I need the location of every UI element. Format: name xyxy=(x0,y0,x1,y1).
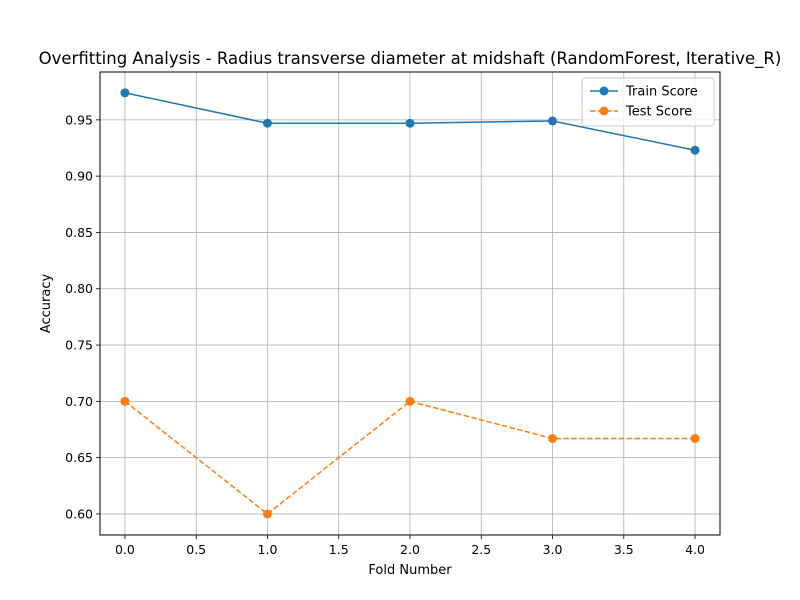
axis-ticks: 0.0 0.5 1.0 1.5 2.0 2.5 3.0 3.5 4.0 0.60 0.65 0.70 0… xyxy=(65,112,705,557)
x-tick-label: 2.5 xyxy=(471,542,491,557)
x-tick-label: 1.5 xyxy=(329,542,349,557)
legend-label-0: Train Score xyxy=(625,85,698,100)
legend-marker-0 xyxy=(599,86,609,96)
data-point xyxy=(690,145,700,155)
y-tick-label: 0.60 xyxy=(65,506,93,521)
data-point xyxy=(262,118,272,128)
chart-title: Overfitting Analysis - Radius transverse… xyxy=(39,49,782,69)
y-tick-label: 0.80 xyxy=(65,281,93,296)
x-tick-label: 4.0 xyxy=(685,542,705,557)
x-tick-label: 3.0 xyxy=(543,542,563,557)
x-tick-label: 0.0 xyxy=(115,542,135,557)
series-line-1 xyxy=(124,400,696,515)
legend-label-1: Test Score xyxy=(625,105,692,120)
y-tick-label: 0.90 xyxy=(65,169,93,184)
data-point xyxy=(548,116,558,126)
x-tick-label: 3.5 xyxy=(614,542,634,557)
data-point xyxy=(262,509,272,519)
data-series xyxy=(120,88,700,519)
x-axis-label: Fold Number xyxy=(368,563,452,578)
y-tick-label: 0.70 xyxy=(65,394,93,409)
data-point xyxy=(120,88,130,98)
x-tick-label: 0.5 xyxy=(186,542,206,557)
y-tick-label: 0.95 xyxy=(65,112,93,127)
chart-legend: Train Score Test Score xyxy=(581,77,715,127)
x-tick-label: 1.0 xyxy=(258,542,278,557)
y-axis-label: Accuracy xyxy=(39,274,54,334)
y-tick-label: 0.75 xyxy=(65,338,93,353)
legend-marker-1 xyxy=(599,106,609,116)
x-tick-label: 2.0 xyxy=(400,542,420,557)
data-point xyxy=(405,396,415,406)
y-tick-label: 0.85 xyxy=(65,225,93,240)
y-tick-label: 0.65 xyxy=(65,450,93,465)
data-point xyxy=(405,118,415,128)
data-point xyxy=(120,396,130,406)
data-point xyxy=(548,434,558,444)
data-point xyxy=(690,434,700,444)
legend-box xyxy=(581,77,715,127)
